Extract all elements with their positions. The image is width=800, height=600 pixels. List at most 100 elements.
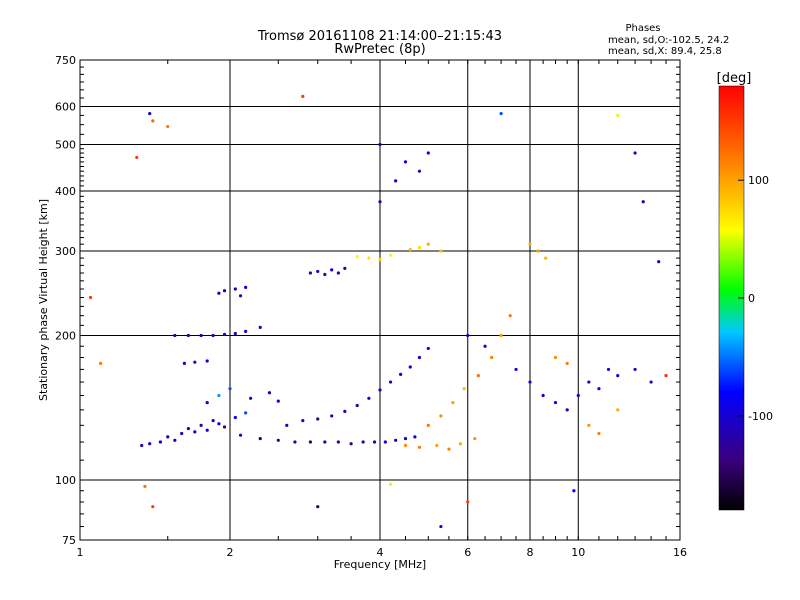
data-point [490,355,494,360]
data-point [466,333,470,338]
data-point [408,365,412,369]
data-point [616,408,620,412]
data-point [233,415,237,420]
data-point [148,111,152,116]
data-point [323,272,327,277]
data-point [657,260,661,264]
data-point [447,447,451,451]
data-point [565,408,569,412]
data-point [355,403,359,408]
data-point [361,440,365,444]
y-axis-label: Stationary phase Virtual Height [km] [37,199,50,401]
y-tick-label: 400 [55,185,76,198]
x-tick-label: 6 [464,546,471,559]
data-point [355,255,359,259]
phase-info-heading: Phases [625,23,660,34]
colorbar-label: [deg] [717,71,752,86]
data-point [135,155,139,160]
data-point [597,387,601,391]
data-point [383,440,387,444]
data-point [193,360,197,364]
data-point [199,423,203,427]
data-point [435,443,439,448]
data-point [394,438,398,442]
data-point [244,329,248,334]
data-point [403,436,408,441]
data-point [217,291,221,295]
x-ticks: 1 2 4 6 8 10 16 [77,60,687,559]
x-tick-label: 8 [527,546,534,559]
data-point [462,387,466,391]
data-point [606,367,611,372]
phase-info-o: mean, sd,O:-102.5, 24.2 [608,35,729,46]
x-tick-label: 10 [571,546,585,559]
data-point [367,256,371,260]
data-point [308,271,313,275]
data-point [426,242,430,246]
data-point [544,256,548,260]
data-point [238,433,243,437]
data-point [228,387,232,391]
data-point [372,440,377,444]
data-point [199,333,203,338]
y-tick-label: 75 [62,534,76,547]
chart-subtitle: RwPretec (8p) [334,42,425,57]
data-point [88,295,93,300]
data-point [166,124,170,129]
data-point [336,271,340,275]
data-point [473,436,477,441]
data-point [244,411,248,415]
data-point [140,443,144,448]
data-point [308,440,313,444]
x-tick-label: 2 [227,546,234,559]
data-point [180,431,184,436]
grid-lines [80,60,680,540]
data-point [330,268,334,272]
data-point [514,367,518,372]
data-point [151,119,155,123]
data-point [458,442,463,446]
data-point [476,374,480,378]
data-point [301,94,305,98]
data-point [439,414,443,418]
data-point [182,361,186,365]
data-point [378,257,382,262]
data-point [394,179,398,183]
data-point [205,359,209,363]
data-point [205,400,209,405]
data-point [587,380,591,384]
data-point [417,355,422,360]
data-point [222,289,227,293]
data-point [576,393,580,398]
data-point [413,435,417,439]
data-point [323,440,327,444]
data-points [88,94,668,529]
data-point [158,440,163,444]
data-point [316,417,320,421]
data-point [616,374,620,378]
x-tick-label: 4 [377,546,384,559]
data-point [267,391,272,395]
data-point [166,435,170,439]
data-point [541,393,545,398]
data-point [258,436,262,441]
data-point [238,294,243,298]
data-point [293,440,297,444]
data-point [553,400,558,405]
data-point [233,331,237,336]
data-point [222,332,227,337]
data-point [388,253,393,257]
data-point [483,344,487,348]
data-point [222,425,227,429]
data-point [649,380,653,384]
data-point [316,269,320,274]
data-point [193,430,197,434]
y-tick-label: 200 [55,330,76,343]
data-point [466,500,470,504]
data-point [378,388,382,392]
data-point [211,333,215,338]
data-point [205,428,209,432]
data-point [258,325,262,329]
data-point [388,482,393,486]
